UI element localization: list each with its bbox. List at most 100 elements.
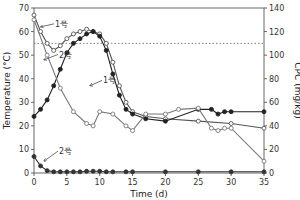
y-tick-label: 30 — [19, 98, 29, 107]
series-point — [98, 34, 102, 38]
series-point — [223, 110, 227, 114]
series-point — [163, 119, 167, 123]
y2-tick-label: 100 — [269, 51, 284, 60]
x-tick-label: 20 — [160, 178, 170, 187]
annotation-text: 2号 — [59, 51, 72, 60]
series-point — [91, 169, 95, 173]
series-point — [229, 126, 233, 130]
series-point — [111, 72, 115, 76]
series-point — [78, 30, 82, 34]
series-point — [85, 27, 89, 31]
series-line — [34, 32, 264, 122]
series-point — [98, 169, 102, 173]
series-point — [209, 107, 213, 111]
series-point — [131, 129, 135, 133]
series-point — [32, 155, 36, 159]
series-point — [45, 98, 49, 102]
y-tick-label: 20 — [19, 122, 29, 131]
annotation-arrow — [44, 151, 58, 161]
series-point — [98, 110, 102, 114]
series-point — [91, 30, 95, 34]
y-tick — [31, 102, 34, 103]
series-point — [124, 170, 128, 174]
series-point — [229, 122, 233, 126]
series-point — [71, 170, 75, 174]
series-point — [163, 170, 167, 174]
series-point — [104, 41, 108, 45]
y2-axis-label: CPC (mg/kg) — [293, 62, 300, 118]
annotation-text: 1号 — [103, 76, 116, 85]
series-point — [45, 53, 49, 57]
series-point — [262, 159, 266, 163]
y2-tick-label: 60 — [269, 98, 279, 107]
y2-tick — [264, 31, 267, 32]
y2-tick-label: 140 — [269, 4, 284, 13]
annotation-text: 1号 — [55, 20, 68, 29]
annotation-text: 2号 — [59, 147, 72, 156]
y-tick — [31, 55, 34, 56]
series-point — [124, 124, 128, 128]
y2-tick — [264, 78, 267, 79]
series-point — [262, 110, 266, 114]
series-point — [85, 169, 89, 173]
series-point — [91, 30, 95, 34]
x-tick-label: 15 — [127, 178, 137, 187]
series-point — [52, 84, 56, 88]
series-point — [223, 126, 227, 130]
series-point — [71, 41, 75, 45]
y2-tick-label: 80 — [269, 75, 279, 84]
y2-tick — [264, 8, 267, 9]
y-tick-label: 60 — [19, 28, 29, 37]
series-point — [78, 37, 82, 41]
series-point — [229, 110, 233, 114]
y-tick — [31, 149, 34, 150]
x-tick-label: 30 — [226, 178, 236, 187]
series-point — [163, 112, 167, 116]
series-point — [32, 18, 36, 22]
series-point — [85, 122, 89, 126]
series-point — [78, 170, 82, 174]
x-tick-label: 0 — [31, 178, 36, 187]
series-point — [39, 107, 43, 111]
annotation-arrow — [44, 55, 58, 60]
plot-frame — [34, 8, 264, 173]
series-point — [144, 112, 148, 116]
series-point — [124, 100, 128, 104]
plot-area — [32, 13, 266, 174]
series-point — [209, 126, 213, 130]
annotation-arrow — [90, 80, 102, 85]
series-point — [111, 60, 115, 64]
series-point — [45, 41, 49, 45]
series-point — [111, 170, 115, 174]
series-point — [131, 170, 135, 174]
series-point — [124, 107, 128, 111]
y-tick-label: 40 — [19, 75, 29, 84]
series-point — [196, 106, 200, 110]
series-point — [71, 32, 75, 36]
series-point — [131, 112, 135, 116]
y-tick — [31, 173, 34, 174]
series-line — [34, 15, 264, 128]
y-axis-label: Temperature (°C) — [2, 52, 12, 131]
series-point — [65, 37, 69, 41]
series-point — [117, 93, 121, 97]
y-tick-label: 70 — [19, 4, 29, 13]
y-tick-label: 10 — [19, 145, 29, 154]
y-tick — [31, 8, 34, 9]
series-point — [58, 86, 62, 90]
y-tick — [31, 31, 34, 32]
series-point — [104, 48, 108, 52]
series-point — [85, 32, 89, 36]
y2-tick — [264, 102, 267, 103]
y2-tick-label: 40 — [269, 122, 279, 131]
chart: 0510152025303501020304050607002040608010… — [0, 0, 300, 200]
series-point — [216, 129, 220, 133]
series-point — [91, 124, 95, 128]
series-line — [34, 157, 264, 172]
y-tick-label: 0 — [24, 169, 29, 178]
x-tick-label: 25 — [193, 178, 203, 187]
series-point — [262, 170, 266, 174]
reference-line — [34, 43, 264, 44]
series-point — [45, 169, 49, 173]
series-point — [177, 107, 181, 111]
